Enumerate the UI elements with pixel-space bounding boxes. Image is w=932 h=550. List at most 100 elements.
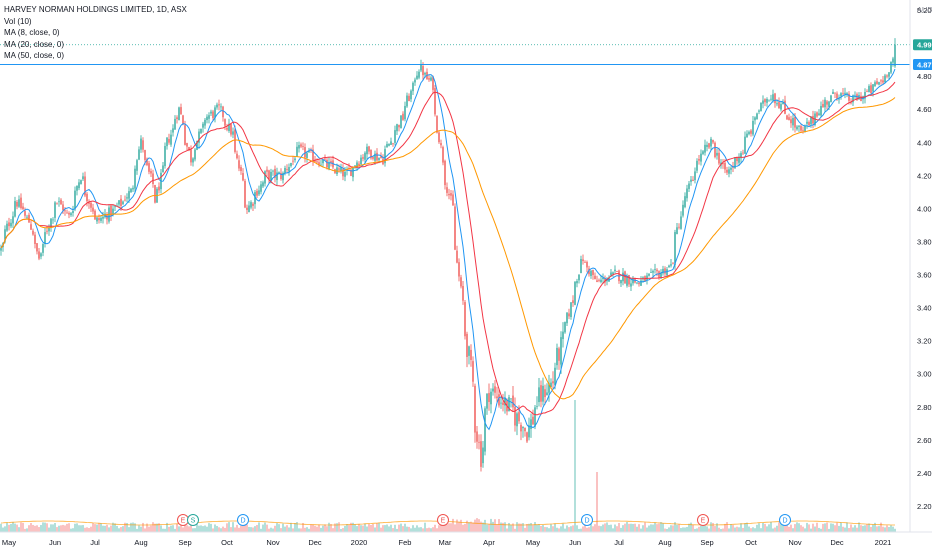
event-marker-circle — [237, 514, 249, 526]
candle-body — [702, 151, 704, 154]
volume-bar — [318, 524, 320, 532]
volume-bar — [190, 525, 192, 532]
candle-body — [762, 100, 764, 104]
volume-bar — [460, 519, 462, 532]
volume-bar — [376, 523, 378, 532]
x-tick-label: Oct — [221, 538, 234, 547]
candle-body — [242, 173, 244, 181]
event-marker-e[interactable]: E — [437, 514, 449, 526]
resistance-price-tag-text: 4.87 — [917, 60, 932, 69]
volume-bar — [622, 525, 624, 532]
candle-body — [340, 167, 342, 171]
volume-bar — [64, 525, 66, 532]
y-tick-label: 4.20 — [917, 171, 932, 180]
candle-body — [882, 80, 884, 83]
candle-body — [166, 137, 168, 147]
candle-body — [92, 207, 94, 212]
candle-body — [146, 158, 148, 166]
volume-bar — [136, 528, 138, 532]
candle-body — [584, 261, 586, 263]
volume-bar — [722, 528, 724, 532]
candle-body — [18, 199, 20, 207]
volume-bar — [106, 524, 108, 532]
candle-body — [494, 386, 496, 393]
volume-bar — [90, 526, 92, 532]
candle-body — [260, 184, 262, 192]
candle-body — [172, 128, 174, 133]
candle-body — [512, 395, 514, 408]
candle-body — [854, 96, 856, 98]
volume-bar — [86, 527, 88, 532]
candle-body — [446, 187, 448, 193]
volume-bar — [348, 524, 350, 532]
event-marker-e[interactable]: E — [697, 514, 709, 526]
volume-bar — [300, 528, 302, 532]
volume-bar — [68, 523, 70, 532]
candle-body — [200, 128, 202, 133]
candle-body — [554, 367, 556, 386]
volume-bar — [710, 522, 712, 532]
candle-body — [412, 82, 414, 92]
candle-body — [714, 142, 716, 158]
event-marker-s[interactable]: S — [187, 514, 199, 526]
event-marker-d[interactable]: D — [779, 514, 791, 526]
candle-body — [748, 131, 750, 135]
volume-bar — [362, 525, 364, 532]
candle-body — [12, 216, 14, 224]
volume-bar — [658, 523, 660, 532]
candle-body — [624, 271, 626, 284]
event-marker-d[interactable]: D — [237, 514, 249, 526]
candle-body — [880, 80, 882, 82]
volume-bar — [314, 525, 316, 532]
volume-bar — [6, 522, 8, 532]
volume-bar — [526, 523, 528, 532]
candle-body — [758, 110, 760, 112]
volume-bar — [340, 528, 342, 532]
candle-body — [224, 119, 226, 126]
event-marker-d[interactable]: D — [581, 514, 593, 526]
candle-body — [280, 172, 282, 179]
candle-body — [302, 146, 304, 147]
volume-bar — [228, 522, 230, 532]
candle-body — [572, 300, 574, 304]
candle-body — [48, 227, 50, 232]
event-marker-circle — [779, 514, 791, 526]
candle-body — [790, 119, 792, 124]
candle-body — [90, 202, 92, 208]
volume-bar — [614, 524, 616, 532]
volume-bar — [584, 524, 586, 532]
volume-bar — [398, 524, 400, 532]
volume-bar — [172, 525, 174, 532]
y-tick-label: 4.60 — [917, 105, 932, 114]
volume-bar — [536, 524, 538, 532]
candle-body — [98, 218, 100, 221]
candle-body — [724, 162, 726, 170]
candle-body — [4, 229, 6, 242]
candle-body — [328, 162, 330, 170]
candle-body — [442, 147, 444, 163]
volume-bar — [554, 523, 556, 532]
volume-bar — [116, 525, 118, 532]
y-tick-label: 2.20 — [917, 502, 932, 511]
candle-body — [680, 216, 682, 229]
candle-body — [678, 226, 680, 228]
y-tick-label: 3.60 — [917, 271, 932, 280]
candle-body — [776, 103, 778, 105]
volume-bar — [284, 526, 286, 532]
volume-bar — [148, 526, 150, 532]
candle-body — [254, 192, 256, 205]
volume-bar — [850, 524, 852, 532]
candle-body — [458, 262, 460, 277]
volume-bar — [360, 525, 362, 532]
candle-body — [112, 208, 114, 214]
volume-bar — [258, 522, 260, 532]
candle-body — [864, 91, 866, 99]
candle-body — [850, 102, 852, 104]
candle-body — [208, 115, 210, 119]
event-marker-e[interactable]: E — [177, 514, 189, 526]
candle-body — [694, 171, 696, 181]
volume-bar — [404, 523, 406, 532]
volume-bar — [652, 524, 654, 532]
event-marker-letter: D — [240, 518, 245, 525]
